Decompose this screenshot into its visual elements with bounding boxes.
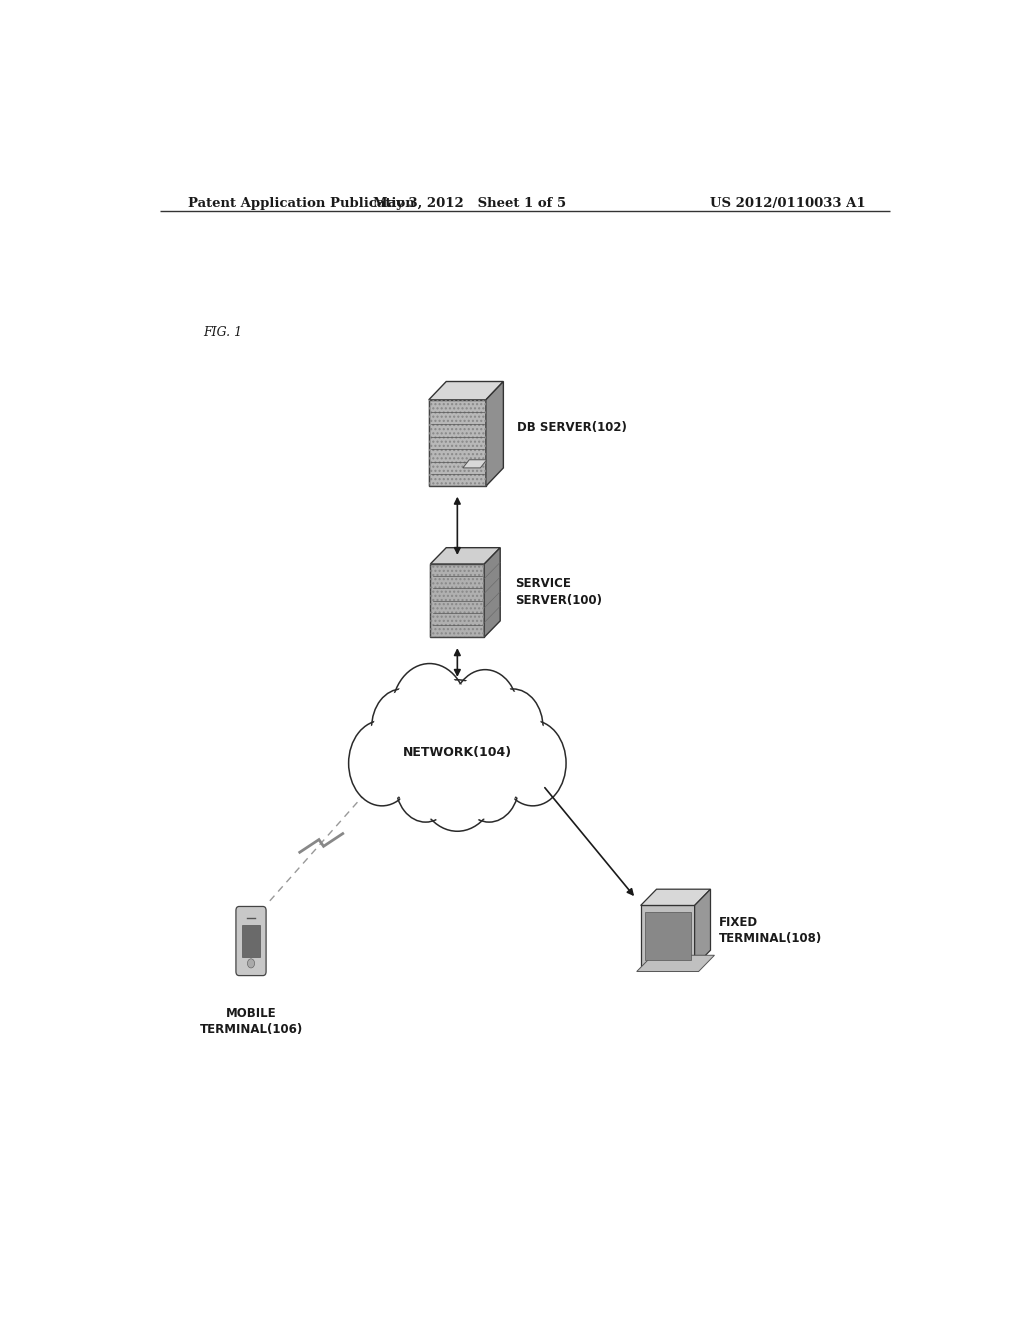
- Circle shape: [397, 747, 454, 820]
- Circle shape: [484, 692, 541, 763]
- Text: FIXED
TERMINAL(108): FIXED TERMINAL(108): [719, 916, 822, 945]
- Circle shape: [372, 689, 432, 766]
- Polygon shape: [484, 548, 500, 638]
- Circle shape: [452, 669, 518, 755]
- Circle shape: [502, 723, 564, 803]
- Circle shape: [416, 726, 499, 832]
- Circle shape: [248, 958, 255, 968]
- Text: SERVICE
SERVER(100): SERVICE SERVER(100): [515, 577, 602, 607]
- Circle shape: [351, 723, 413, 803]
- Circle shape: [412, 684, 503, 801]
- Polygon shape: [486, 381, 504, 486]
- Circle shape: [395, 744, 456, 822]
- Circle shape: [373, 696, 455, 801]
- FancyBboxPatch shape: [236, 907, 266, 975]
- Polygon shape: [637, 956, 715, 972]
- Polygon shape: [645, 912, 690, 961]
- Circle shape: [419, 729, 496, 828]
- Text: NETWORK(104): NETWORK(104): [402, 747, 512, 759]
- Circle shape: [500, 721, 566, 805]
- Polygon shape: [641, 906, 694, 966]
- Polygon shape: [429, 400, 486, 486]
- Text: DB SERVER(102): DB SERVER(102): [517, 421, 627, 434]
- Polygon shape: [430, 548, 500, 564]
- Polygon shape: [694, 890, 711, 966]
- Polygon shape: [429, 381, 504, 400]
- Circle shape: [482, 689, 543, 766]
- Circle shape: [460, 696, 543, 801]
- Polygon shape: [641, 890, 711, 906]
- Circle shape: [348, 721, 416, 805]
- Circle shape: [409, 680, 507, 805]
- Text: MOBILE
TERMINAL(106): MOBILE TERMINAL(106): [200, 1007, 303, 1036]
- Polygon shape: [243, 925, 260, 957]
- Circle shape: [459, 744, 519, 822]
- Circle shape: [376, 698, 452, 797]
- Polygon shape: [430, 564, 484, 638]
- Circle shape: [461, 747, 517, 820]
- Circle shape: [374, 692, 430, 763]
- Text: US 2012/0110033 A1: US 2012/0110033 A1: [711, 197, 866, 210]
- Circle shape: [454, 673, 516, 752]
- Text: Patent Application Publication: Patent Application Publication: [187, 197, 415, 210]
- Text: FIG. 1: FIG. 1: [204, 326, 243, 339]
- Circle shape: [391, 664, 468, 762]
- Circle shape: [463, 698, 540, 797]
- Text: May 3, 2012   Sheet 1 of 5: May 3, 2012 Sheet 1 of 5: [373, 197, 566, 210]
- Circle shape: [394, 667, 465, 758]
- Polygon shape: [463, 459, 486, 467]
